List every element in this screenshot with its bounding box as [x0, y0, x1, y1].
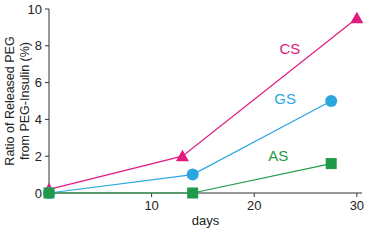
series-label: AS [268, 147, 288, 164]
y-tick-label: 8 [35, 38, 42, 53]
series-label: CS [279, 40, 300, 57]
marker [325, 95, 337, 107]
y-axis-label: from PEG-Insulin (%) [18, 42, 32, 160]
series-line [49, 101, 331, 193]
y-axis-label: Ratio of Released PEG [3, 36, 17, 165]
marker [176, 150, 189, 162]
x-tick-label: 10 [144, 198, 158, 213]
chart: 0 2 4 6 8 10 10 20 30 days Ratio of Released PEGfr… [0, 0, 372, 229]
y-tick [45, 9, 49, 10]
y-tick [45, 82, 49, 83]
y-tick-label: 10 [28, 2, 42, 17]
y-axis [49, 9, 50, 193]
y-tick-label: 6 [35, 75, 42, 90]
y-tick-label: 4 [35, 112, 42, 127]
marker [43, 187, 55, 199]
y-tick [45, 119, 49, 120]
y-tick [45, 156, 49, 157]
marker [187, 169, 199, 181]
x-tick-label: 20 [247, 198, 261, 213]
plot-area [43, 12, 364, 199]
marker [350, 12, 363, 24]
series-line [49, 18, 357, 189]
y-tick-label: 0 [35, 186, 42, 201]
marker [326, 158, 337, 169]
y-tick-label: 2 [35, 149, 42, 164]
marker [187, 188, 198, 199]
y-tick [45, 45, 49, 46]
marker [44, 188, 55, 199]
x-tick-label: 30 [350, 198, 364, 213]
x-tick [356, 193, 357, 197]
x-axis-label: days [192, 213, 220, 228]
series-label: GS [274, 90, 296, 107]
x-tick [254, 193, 255, 197]
